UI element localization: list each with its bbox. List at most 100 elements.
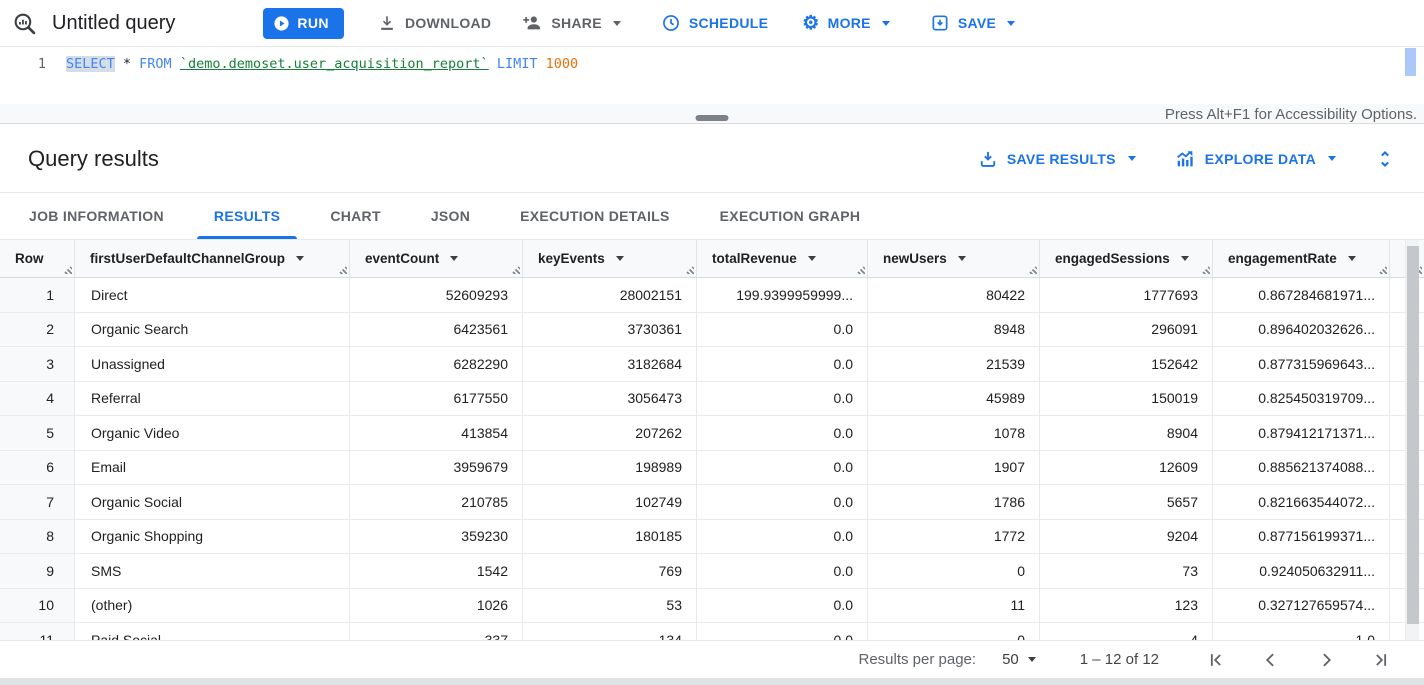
- table-cell: 1.0: [1213, 623, 1390, 640]
- column-resize-handle[interactable]: [685, 265, 694, 274]
- panel-resize-handle[interactable]: [695, 115, 729, 121]
- chevron-right-icon: [1323, 653, 1332, 666]
- share-label: SHARE: [551, 15, 602, 31]
- table-cell: 0.885621374088...: [1213, 450, 1390, 484]
- run-button[interactable]: RUN: [263, 7, 344, 39]
- column-resize-handle[interactable]: [1201, 265, 1210, 274]
- column-resize-handle[interactable]: [1028, 265, 1037, 274]
- column-resize-handle[interactable]: [338, 265, 347, 274]
- row-number-cell: 6: [0, 450, 75, 484]
- table-cell: Email: [75, 450, 350, 484]
- table-cell: 199.9399959999...: [697, 278, 868, 312]
- table-cell: 0.0: [697, 312, 868, 346]
- tab-job-information[interactable]: JOB INFORMATION: [29, 208, 164, 224]
- table-cell: SMS: [75, 554, 350, 588]
- chevron-down-icon: [1007, 20, 1016, 26]
- row-number-cell: 3: [0, 347, 75, 381]
- column-header-keyevents: keyEvents: [523, 240, 697, 277]
- table-cell: 80422: [868, 278, 1040, 312]
- column-menu-caret-icon[interactable]: [1347, 256, 1356, 261]
- table-vertical-scrollbar[interactable]: [1405, 240, 1419, 640]
- table-cell: 11: [868, 588, 1040, 622]
- tab-execution-details[interactable]: EXECUTION DETAILS: [520, 208, 670, 224]
- sql-token[interactable]: `demo.demoset.user_acquisition_report`: [179, 56, 489, 72]
- sql-token: [489, 56, 497, 72]
- column-resize-handle[interactable]: [1378, 265, 1387, 274]
- table-cell: 0.825450319709...: [1213, 381, 1390, 415]
- table-row: 9 SMS 1542 769 0.0 0 73 0.924050632911...: [0, 554, 1424, 589]
- table-cell: Referral: [75, 381, 350, 415]
- more-button[interactable]: ⚙ MORE: [802, 14, 890, 33]
- save-button[interactable]: SAVE: [930, 13, 1016, 33]
- column-resize-handle[interactable]: [511, 265, 520, 274]
- tab-chart[interactable]: CHART: [330, 208, 381, 224]
- sql-token: SELECT: [66, 56, 115, 72]
- column-menu-caret-icon[interactable]: [1180, 256, 1189, 261]
- column-resize-handle[interactable]: [856, 265, 865, 274]
- schedule-label: SCHEDULE: [688, 15, 769, 31]
- table-cell: 152642: [1040, 347, 1213, 381]
- table-row: 2 Organic Search 6423561 3730361 0.0 8948 2960…: [0, 312, 1424, 347]
- line-number: 1: [37, 56, 46, 72]
- column-menu-caret-icon[interactable]: [615, 256, 624, 261]
- scrollbar-thumb[interactable]: [1407, 246, 1419, 624]
- download-button[interactable]: DOWNLOAD: [377, 13, 491, 33]
- schedule-button[interactable]: SCHEDULE: [661, 13, 768, 33]
- pagination-last-button[interactable]: [1368, 647, 1394, 673]
- table-cell: 8948: [868, 312, 1040, 346]
- sql-token: [537, 56, 545, 72]
- table-cell: 6282290: [350, 347, 523, 381]
- column-menu-caret-icon[interactable]: [296, 256, 305, 261]
- table-cell: 0.0: [697, 554, 868, 588]
- table-cell: 0.0: [697, 381, 868, 415]
- table-cell: 1542: [350, 554, 523, 588]
- explore-data-button[interactable]: EXPLORE DATA: [1174, 148, 1336, 170]
- page-size-select[interactable]: 50: [1002, 651, 1036, 668]
- column-menu-caret-icon[interactable]: [450, 256, 459, 261]
- table-cell: 1777693: [1040, 278, 1213, 312]
- editor-scrollbar[interactable]: [1405, 48, 1416, 76]
- query-title[interactable]: Untitled query: [52, 11, 176, 34]
- tab-json[interactable]: JSON: [430, 208, 471, 224]
- table-cell: 0.0: [697, 623, 868, 640]
- table-cell: Organic Video: [75, 416, 350, 450]
- table-row: 7 Organic Social 210785 102749 0.0 1786 5657 0.…: [0, 485, 1424, 520]
- table-cell: 6423561: [350, 312, 523, 346]
- tab-execution-graph[interactable]: EXECUTION GRAPH: [719, 208, 861, 224]
- share-button[interactable]: SHARE: [521, 12, 621, 34]
- pagination-prev-button[interactable]: [1258, 647, 1284, 673]
- table-cell: 0.0: [697, 347, 868, 381]
- column-resize-handle[interactable]: [63, 265, 72, 274]
- chevron-down-icon: [1127, 156, 1136, 161]
- table-cell: 210785: [350, 485, 523, 519]
- pagination-first-button[interactable]: [1203, 647, 1229, 673]
- pagination-next-button[interactable]: [1313, 647, 1339, 673]
- column-menu-caret-icon[interactable]: [957, 256, 966, 261]
- column-header-label: newUsers: [883, 251, 947, 266]
- save-results-button[interactable]: SAVE RESULTS: [978, 149, 1136, 169]
- table-cell: 52609293: [350, 278, 523, 312]
- column-header-label: firstUserDefaultChannelGroup: [90, 251, 286, 266]
- column-header-label: keyEvents: [538, 251, 605, 266]
- table-cell: 3730361: [523, 312, 697, 346]
- table-cell: 198989: [523, 450, 697, 484]
- table-cell: 0.0: [697, 416, 868, 450]
- table-row: 10 (other) 1026 53 0.0 11 123 0.327127659574...: [0, 588, 1424, 623]
- table-cell: 6177550: [350, 381, 523, 415]
- column-header-label: engagementRate: [1228, 251, 1337, 266]
- table-cell: 1772: [868, 519, 1040, 553]
- save-label: SAVE: [957, 15, 997, 31]
- column-menu-caret-icon[interactable]: [807, 256, 816, 261]
- expand-panel-icon[interactable]: [1374, 148, 1396, 170]
- play-circle-icon: [273, 15, 290, 32]
- tab-results[interactable]: RESULTS: [196, 193, 298, 239]
- sql-editor[interactable]: 1 SELECT * FROM `demo.demoset.user_acqui…: [0, 47, 1424, 104]
- sql-code-line[interactable]: SELECT * FROM `demo.demoset.user_acquisi…: [66, 56, 578, 72]
- horizontal-scrollbar-track[interactable]: [0, 678, 1424, 685]
- table-cell: 413854: [350, 416, 523, 450]
- table-cell: 9204: [1040, 519, 1213, 553]
- row-number-cell: 4: [0, 381, 75, 415]
- table-cell: 0.867284681971...: [1213, 278, 1390, 312]
- sql-token: 1000: [545, 56, 579, 72]
- table-cell: 150019: [1040, 381, 1213, 415]
